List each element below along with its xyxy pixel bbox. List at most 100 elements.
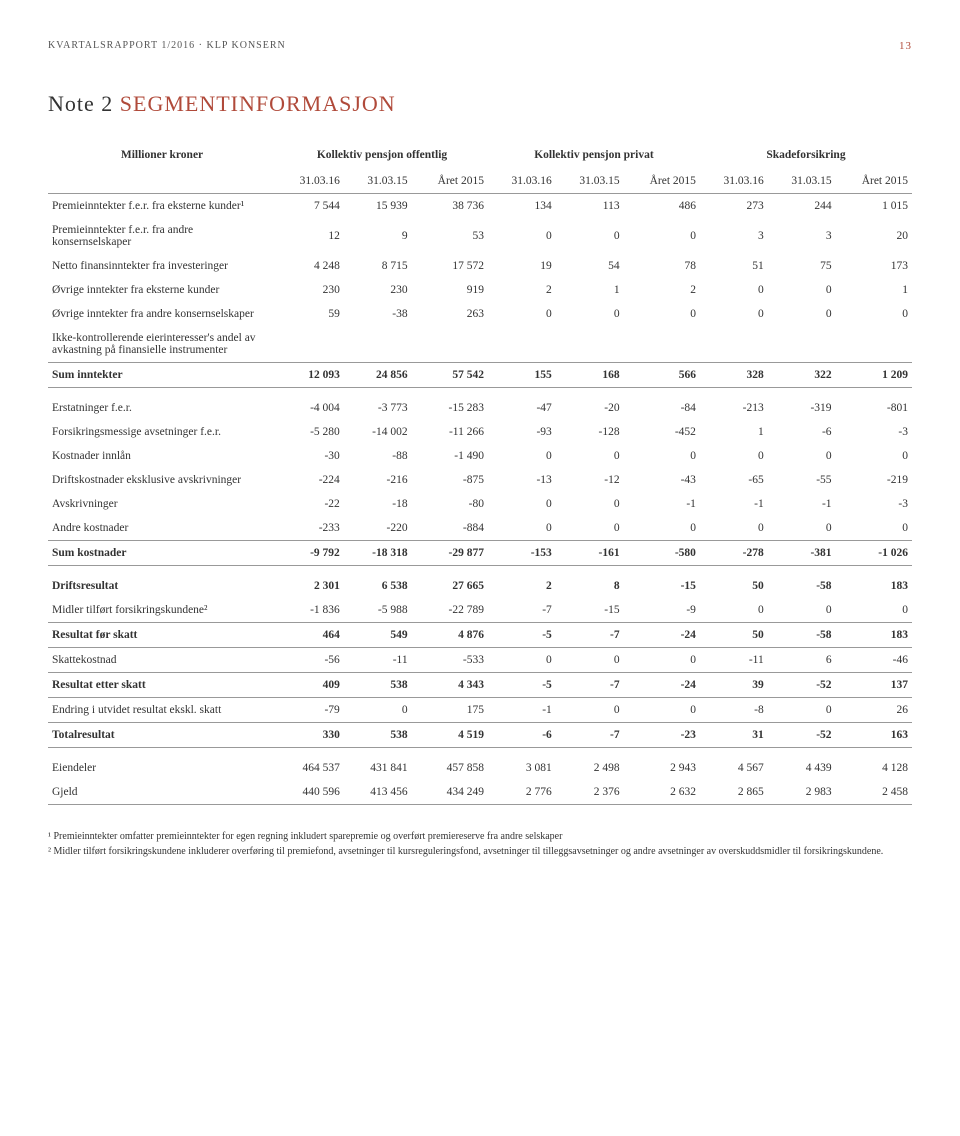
table-row: Ikke-kontrollerende eierinteresser's and… — [48, 326, 912, 363]
cell: 4 519 — [412, 723, 488, 748]
cell: 0 — [768, 516, 836, 541]
cell: 0 — [836, 516, 912, 541]
cell: 0 — [556, 516, 624, 541]
cell: 57 542 — [412, 363, 488, 388]
cell: 0 — [488, 444, 556, 468]
cell: -65 — [700, 468, 768, 492]
cell: 1 — [700, 420, 768, 444]
cell: -533 — [412, 648, 488, 673]
table-row: Forsikringsmessige avsetninger f.e.r.-5 … — [48, 420, 912, 444]
cell: 12 093 — [276, 363, 344, 388]
cell: 4 567 — [700, 748, 768, 781]
cell: -11 — [344, 648, 412, 673]
cell: 0 — [768, 444, 836, 468]
cell: 54 — [556, 254, 624, 278]
cell: 0 — [556, 648, 624, 673]
note-title: Note 2 SEGMENTINFORMASJON — [48, 91, 912, 117]
cell: 2 865 — [700, 780, 768, 805]
page-number: 13 — [899, 40, 912, 52]
cell: 2 458 — [836, 780, 912, 805]
cell: 1 015 — [836, 194, 912, 219]
cell: -6 — [488, 723, 556, 748]
cell: 175 — [412, 698, 488, 723]
cell: -1 026 — [836, 541, 912, 566]
cell: 134 — [488, 194, 556, 219]
cell: 230 — [276, 278, 344, 302]
cell: 50 — [700, 623, 768, 648]
col-header: 31.03.16 — [276, 169, 344, 194]
row-label: Gjeld — [48, 780, 276, 805]
cell: 0 — [624, 698, 700, 723]
row-label: Driftskostnader eksklusive avskrivninger — [48, 468, 276, 492]
page-header: KVARTALSRAPPORT 1/2016 · KLP KONSERN 13 — [48, 40, 912, 51]
cell: -1 836 — [276, 598, 344, 623]
cell: 330 — [276, 723, 344, 748]
cell: 0 — [768, 698, 836, 723]
cell: 38 736 — [412, 194, 488, 219]
cell: 183 — [836, 623, 912, 648]
row-label: Eiendeler — [48, 748, 276, 781]
cell: 0 — [624, 302, 700, 326]
cell: 4 128 — [836, 748, 912, 781]
row-label: Premieinntekter f.e.r. fra andre konsern… — [48, 218, 276, 254]
cell: 3 — [700, 218, 768, 254]
cell: -5 280 — [276, 420, 344, 444]
cell: 173 — [836, 254, 912, 278]
footnote: ¹ Premieinntekter omfatter premieinntekt… — [48, 829, 912, 844]
table-row: Avskrivninger-22-18-8000-1-1-1-3 — [48, 492, 912, 516]
cell: -58 — [768, 566, 836, 599]
col-header: 31.03.16 — [700, 169, 768, 194]
row-label: Endring i utvidet resultat ekskl. skatt — [48, 698, 276, 723]
cell: 538 — [344, 723, 412, 748]
cell: -47 — [488, 388, 556, 421]
cell: -153 — [488, 541, 556, 566]
col-header: Året 2015 — [836, 169, 912, 194]
cell: -6 — [768, 420, 836, 444]
cell: 0 — [556, 492, 624, 516]
cell: 431 841 — [344, 748, 412, 781]
cell: 0 — [344, 698, 412, 723]
cell: -18 318 — [344, 541, 412, 566]
cell: -452 — [624, 420, 700, 444]
cell: 4 439 — [768, 748, 836, 781]
cell: 75 — [768, 254, 836, 278]
table-row: Premieinntekter f.e.r. fra eksterne kund… — [48, 194, 912, 219]
table-group-row: Millioner kroner Kollektiv pensjon offen… — [48, 141, 912, 169]
cell: 0 — [488, 516, 556, 541]
cell: 0 — [768, 302, 836, 326]
group-header: Kollektiv pensjon offentlig — [276, 141, 488, 169]
cell: 0 — [836, 598, 912, 623]
row-label: Resultat etter skatt — [48, 673, 276, 698]
cell — [412, 326, 488, 363]
table-row: Øvrige inntekter fra eksterne kunder2302… — [48, 278, 912, 302]
cell: -13 — [488, 468, 556, 492]
cell: 2 301 — [276, 566, 344, 599]
cell: 6 — [768, 648, 836, 673]
note-number: Note 2 — [48, 91, 113, 116]
cell: -3 — [836, 420, 912, 444]
group-header: Skadeforsikring — [700, 141, 912, 169]
cell: -884 — [412, 516, 488, 541]
cell: 2 983 — [768, 780, 836, 805]
cell: -52 — [768, 673, 836, 698]
footnote: ² Midler tilført forsikringskundene inkl… — [48, 844, 912, 859]
cell: 0 — [700, 598, 768, 623]
cell: 273 — [700, 194, 768, 219]
cell: 6 538 — [344, 566, 412, 599]
cell: -46 — [836, 648, 912, 673]
cell: 2 — [624, 278, 700, 302]
cell: 440 596 — [276, 780, 344, 805]
row-label: Forsikringsmessige avsetninger f.e.r. — [48, 420, 276, 444]
cell: -9 792 — [276, 541, 344, 566]
cell: 0 — [624, 444, 700, 468]
cell: 0 — [624, 218, 700, 254]
cell: 0 — [700, 302, 768, 326]
cell: 0 — [556, 698, 624, 723]
row-label: Andre kostnader — [48, 516, 276, 541]
cell: 53 — [412, 218, 488, 254]
cell — [768, 326, 836, 363]
cell: 538 — [344, 673, 412, 698]
table-row: Driftsresultat2 3016 53827 66528-1550-58… — [48, 566, 912, 599]
cell: 434 249 — [412, 780, 488, 805]
col-header: 31.03.15 — [768, 169, 836, 194]
